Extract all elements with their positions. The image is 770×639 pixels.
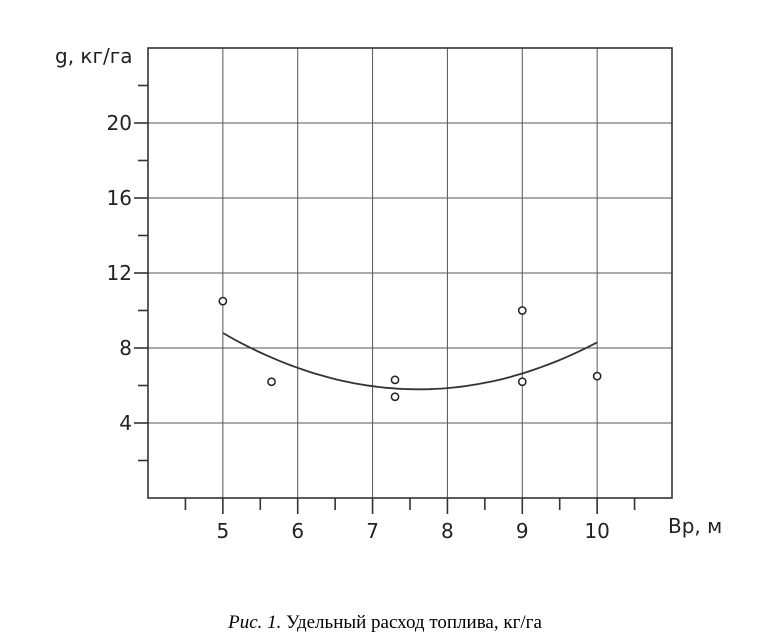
- y-tick-label-8: 8: [119, 336, 132, 360]
- y-tick-label-20: 20: [107, 111, 132, 135]
- axis-ticks: [134, 84, 636, 514]
- y-axis-label: g, кг/га: [55, 44, 133, 68]
- x-tick-label-10: 10: [584, 519, 609, 543]
- tick-labels: 5 6 7 8 9 10 4 8 12 16 20: [107, 111, 610, 543]
- y-tick-label-12: 12: [107, 261, 132, 285]
- data-point-4: [390, 392, 400, 402]
- x-tick-label-9: 9: [516, 519, 529, 543]
- figure-caption-text: Удельный расход топлива, кг/га: [286, 612, 542, 633]
- data-point-2: [267, 377, 276, 387]
- figure-label: Рис. 1.: [228, 612, 282, 633]
- y-tick-label-4: 4: [119, 411, 132, 435]
- figure-caption: Рис. 1. Удельный расход топлива, кг/га: [0, 612, 770, 634]
- data-point-3: [390, 375, 400, 385]
- x-tick-label-8: 8: [441, 519, 454, 543]
- data-point-6: [517, 377, 527, 387]
- grid: [148, 48, 672, 498]
- trend-curve: [222, 332, 598, 391]
- x-tick-label-5: 5: [216, 519, 229, 543]
- fuel-consumption-chart: 5 6 7 8 9 10 4 8 12 16 20 g, кг/га Bр, м: [55, 44, 722, 543]
- x-axis-label: Bр, м: [668, 514, 722, 538]
- data-points: [218, 296, 602, 402]
- x-tick-label-6: 6: [291, 519, 304, 543]
- y-tick-label-16: 16: [107, 186, 132, 210]
- data-point-7: [592, 371, 602, 381]
- x-tick-label-7: 7: [366, 519, 379, 543]
- data-point-1: [218, 296, 228, 306]
- data-point-5: [517, 306, 527, 315]
